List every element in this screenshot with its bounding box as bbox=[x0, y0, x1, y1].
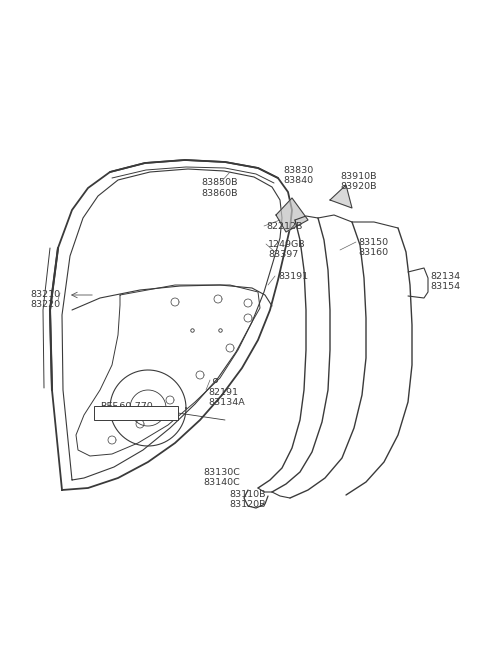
Text: 83910B: 83910B bbox=[340, 172, 376, 181]
Text: 82212B: 82212B bbox=[266, 222, 302, 231]
Text: 83130C: 83130C bbox=[204, 468, 240, 477]
Text: 83134A: 83134A bbox=[208, 398, 245, 407]
Text: 83210: 83210 bbox=[30, 290, 60, 299]
Text: 83120B: 83120B bbox=[230, 500, 266, 509]
Text: 83920B: 83920B bbox=[340, 182, 376, 191]
Polygon shape bbox=[330, 185, 352, 208]
Text: 83191: 83191 bbox=[278, 272, 308, 281]
Text: 83850B: 83850B bbox=[202, 178, 238, 187]
FancyBboxPatch shape bbox=[94, 406, 178, 420]
Text: 83110B: 83110B bbox=[230, 490, 266, 499]
Text: 83160: 83160 bbox=[358, 248, 388, 257]
Text: 83150: 83150 bbox=[358, 238, 388, 247]
Text: 82191: 82191 bbox=[208, 388, 238, 397]
Text: 83397: 83397 bbox=[268, 250, 298, 259]
Text: 83154: 83154 bbox=[430, 282, 460, 291]
Text: 83220: 83220 bbox=[30, 300, 60, 309]
Text: 83140C: 83140C bbox=[204, 478, 240, 487]
Text: 83840: 83840 bbox=[283, 176, 313, 185]
Text: 82134: 82134 bbox=[430, 272, 460, 281]
Polygon shape bbox=[276, 198, 308, 232]
Text: 83830: 83830 bbox=[283, 166, 313, 175]
Text: 1249GB: 1249GB bbox=[268, 240, 306, 249]
Text: REF.60-770: REF.60-770 bbox=[100, 402, 153, 411]
Text: 83860B: 83860B bbox=[202, 189, 238, 198]
